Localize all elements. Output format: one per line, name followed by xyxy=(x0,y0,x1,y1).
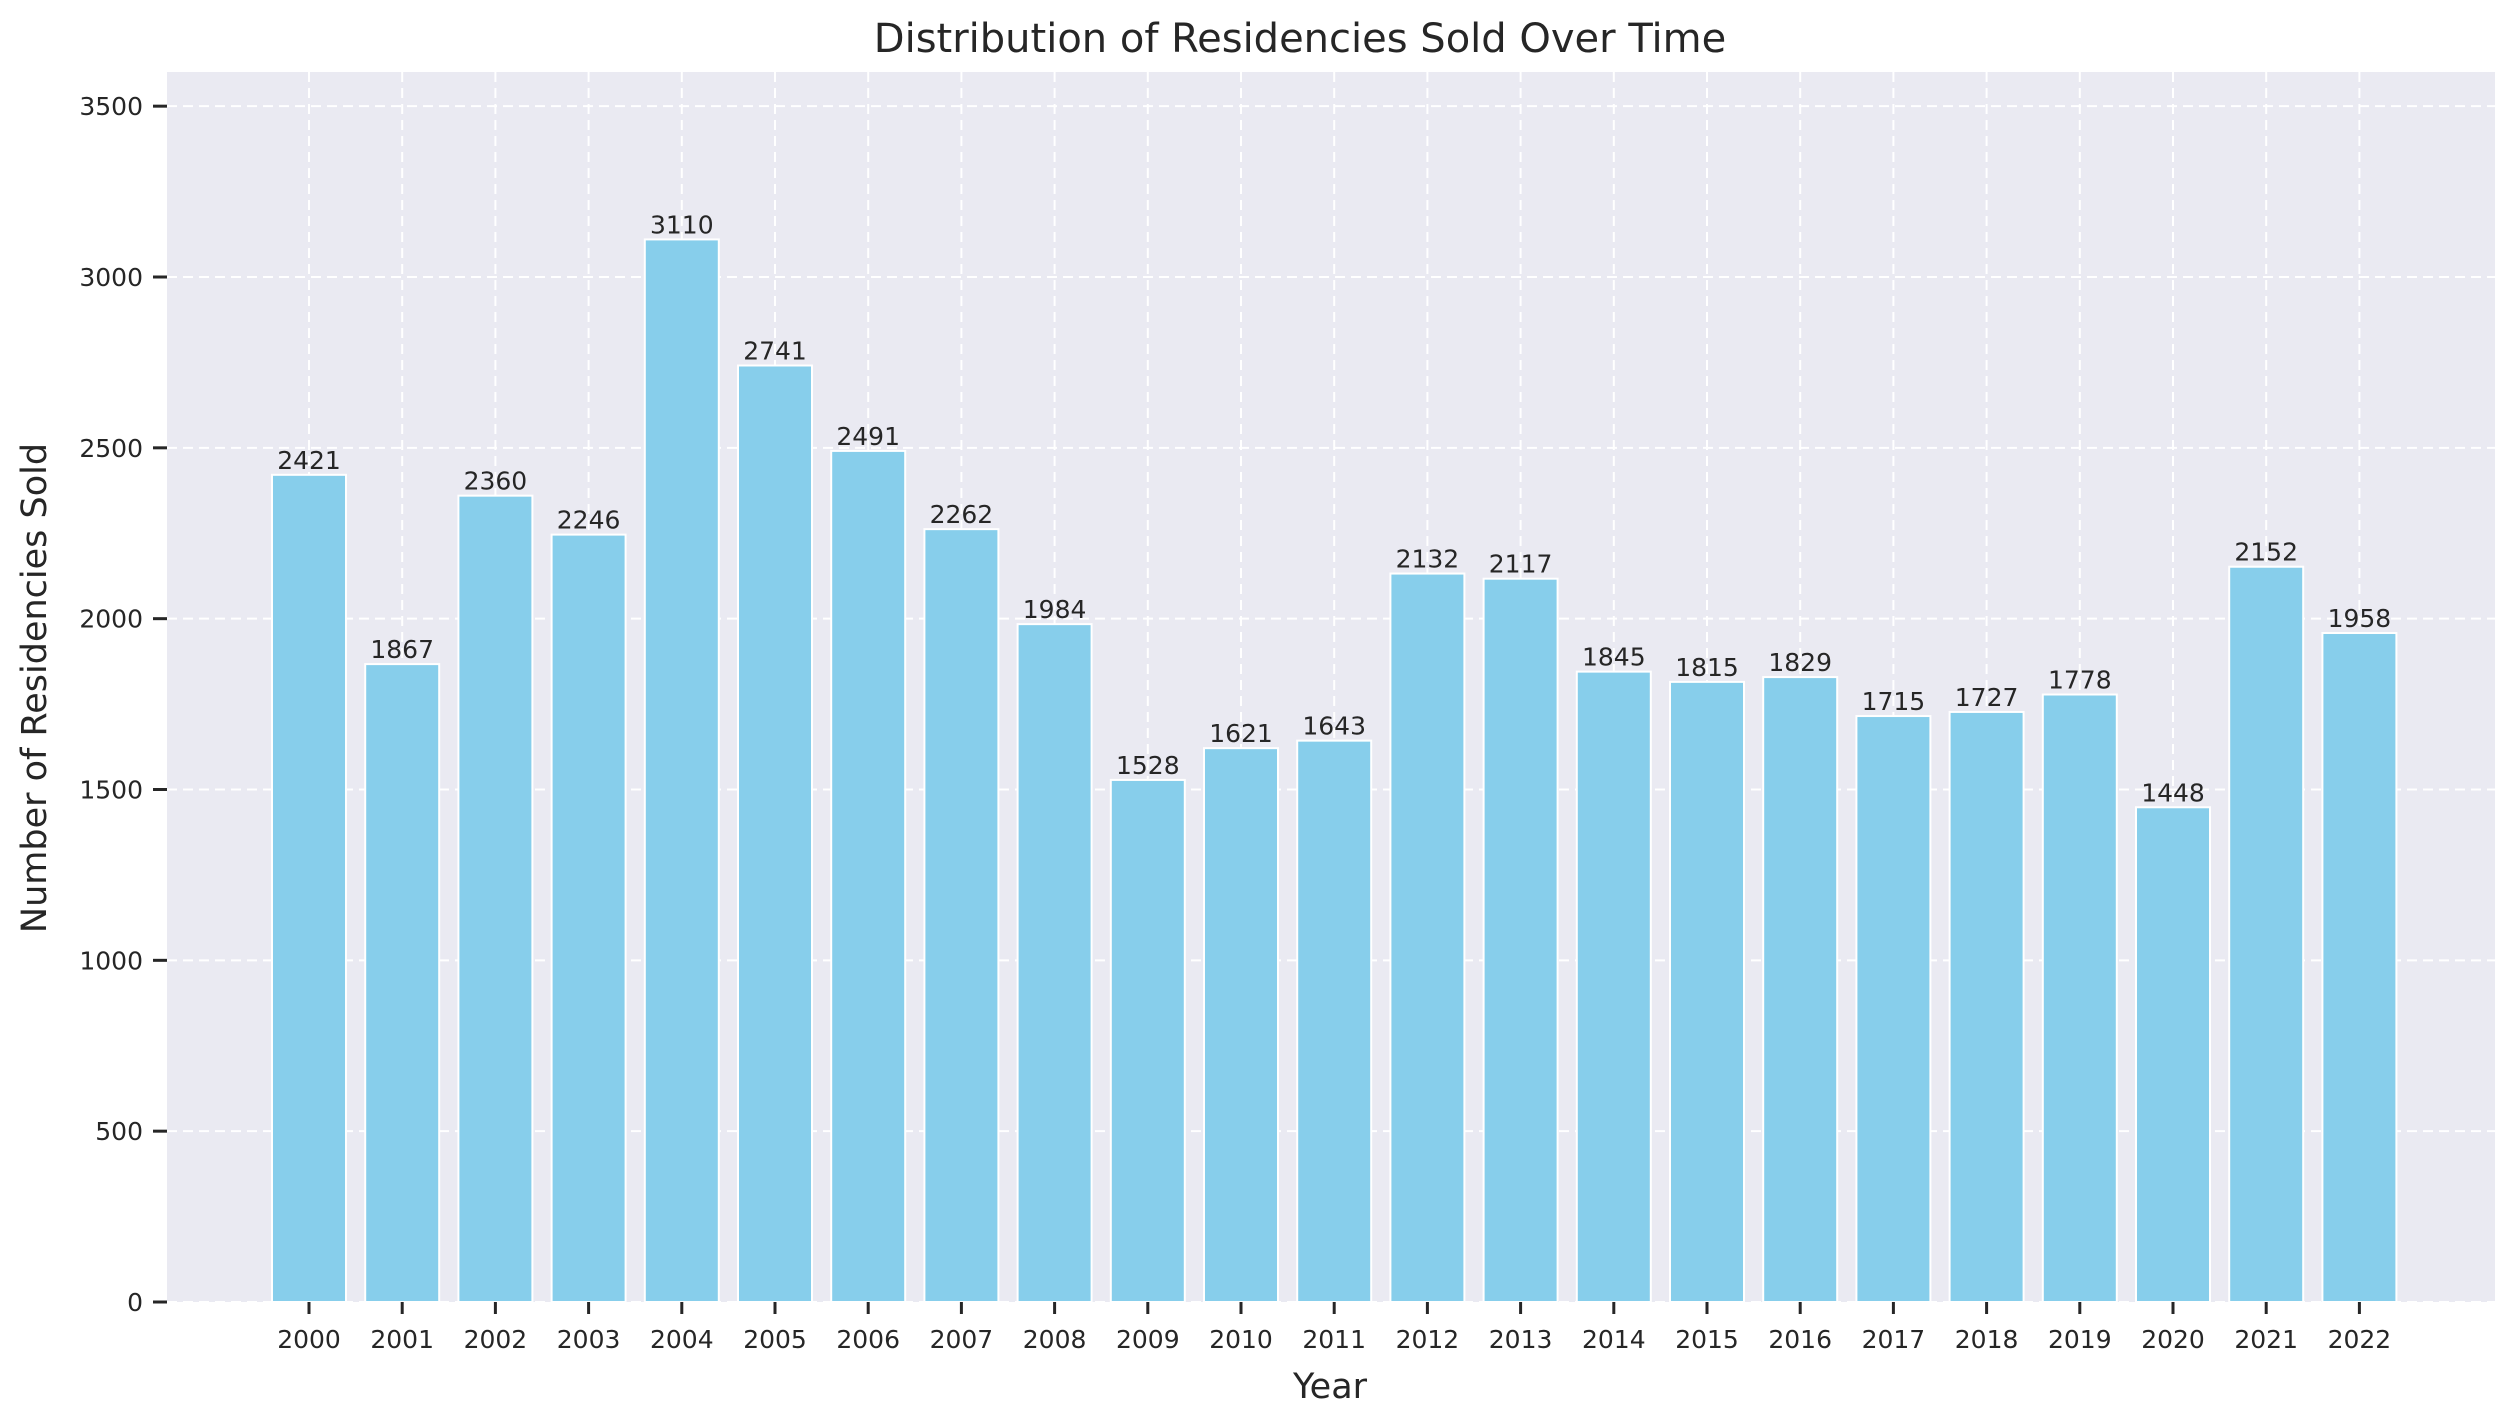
bar-2015 xyxy=(1669,680,1745,1303)
y-tick-label: 0 xyxy=(127,1288,143,1317)
y-tick-label: 2000 xyxy=(79,605,143,634)
x-axis: 2000 2001 2002 2003 2004 2005 2006 2007 2008 2009… xyxy=(277,1302,2391,1354)
data-label-2021: 2152 xyxy=(2234,538,2298,567)
x-tick-label: 2020 xyxy=(2141,1325,2205,1354)
bar-2005 xyxy=(737,364,813,1304)
bar-2002 xyxy=(457,494,534,1303)
x-tick-label: 2011 xyxy=(1302,1325,1366,1354)
y-tick-label: 1500 xyxy=(79,776,143,805)
data-label-2008: 1984 xyxy=(1023,595,1087,624)
bar-2013 xyxy=(1482,577,1559,1303)
data-label-2005: 2741 xyxy=(743,336,807,365)
x-tick-label: 2018 xyxy=(1955,1325,2019,1354)
bar-2012 xyxy=(1389,572,1466,1303)
x-tick-label: 2016 xyxy=(1768,1325,1832,1354)
y-tick-label: 3500 xyxy=(79,92,143,121)
x-tick-label: 2014 xyxy=(1582,1325,1646,1354)
bar-2018 xyxy=(1948,710,2025,1303)
data-label-2004: 3110 xyxy=(650,210,714,239)
bar-2006 xyxy=(830,449,907,1303)
data-label-2019: 1778 xyxy=(2048,666,2112,695)
data-label-2002: 2360 xyxy=(464,467,528,496)
x-tick-label: 2007 xyxy=(930,1325,994,1354)
data-label-2015: 1815 xyxy=(1675,653,1739,682)
bar-2001 xyxy=(364,663,441,1303)
y-axis: 0 500 1000 1500 2000 2500 3000 3500 xyxy=(79,92,167,1317)
x-tick-label: 2001 xyxy=(370,1325,434,1354)
x-tick-label: 2008 xyxy=(1023,1325,1087,1354)
data-label-2010: 1621 xyxy=(1209,719,1273,748)
data-label-2009: 1528 xyxy=(1116,751,1180,780)
bar-2014 xyxy=(1575,670,1652,1303)
bar-2004 xyxy=(643,238,720,1304)
x-tick-label: 2012 xyxy=(1396,1325,1460,1354)
bar-2008 xyxy=(1016,623,1093,1303)
data-label-2006: 2491 xyxy=(836,422,900,451)
data-label-2017: 1715 xyxy=(1862,687,1926,716)
bar-2000 xyxy=(271,473,347,1303)
data-labels: 2421 1867 2360 2246 3110 2741 2491 2262 1984 1528… xyxy=(277,210,2391,807)
data-label-2022: 1958 xyxy=(2328,604,2392,633)
x-tick-label: 2009 xyxy=(1116,1325,1180,1354)
bar-2010 xyxy=(1203,747,1279,1303)
x-tick-label: 2000 xyxy=(277,1325,341,1354)
bars xyxy=(271,238,2398,1304)
bar-2022 xyxy=(2321,632,2398,1303)
bar-2009 xyxy=(1109,778,1186,1303)
data-label-2000: 2421 xyxy=(277,446,341,475)
data-label-2013: 2117 xyxy=(1489,550,1553,579)
x-tick-label: 2017 xyxy=(1862,1325,1926,1354)
x-tick-label: 2022 xyxy=(2328,1325,2392,1354)
x-tick-label: 2015 xyxy=(1675,1325,1739,1354)
data-label-2001: 1867 xyxy=(370,635,434,664)
bar-2007 xyxy=(923,528,1000,1303)
bar-2003 xyxy=(550,533,627,1303)
x-axis-label: Year xyxy=(1292,1367,1368,1407)
x-tick-label: 2021 xyxy=(2234,1325,2298,1354)
data-label-2011: 1643 xyxy=(1302,712,1366,741)
data-label-2018: 1727 xyxy=(1955,683,2019,712)
chart-title: Distribution of Residencies Sold Over Ti… xyxy=(874,16,1726,62)
bar-2017 xyxy=(1855,715,1932,1303)
bar-2019 xyxy=(2041,693,2118,1303)
data-label-2012: 2132 xyxy=(1396,545,1460,574)
data-label-2007: 2262 xyxy=(930,500,994,529)
bar-2021 xyxy=(2228,565,2305,1303)
y-tick-label: 3000 xyxy=(79,263,143,292)
x-tick-label: 2006 xyxy=(836,1325,900,1354)
data-label-2003: 2246 xyxy=(557,506,621,535)
x-tick-label: 2019 xyxy=(2048,1325,2112,1354)
x-tick-label: 2013 xyxy=(1489,1325,1553,1354)
bar-2020 xyxy=(2135,806,2211,1303)
x-tick-label: 2010 xyxy=(1209,1325,1273,1354)
x-tick-label: 2005 xyxy=(743,1325,807,1354)
y-tick-label: 2500 xyxy=(79,434,143,463)
data-label-2014: 1845 xyxy=(1582,643,1646,672)
data-label-2020: 1448 xyxy=(2141,778,2205,807)
x-tick-label: 2004 xyxy=(650,1325,714,1354)
x-tick-label: 2002 xyxy=(464,1325,528,1354)
y-tick-label: 500 xyxy=(95,1117,143,1146)
bar-2016 xyxy=(1762,676,1839,1303)
y-axis-label: Number of Residencies Sold xyxy=(15,443,55,933)
data-label-2016: 1829 xyxy=(1768,648,1832,677)
bar-2011 xyxy=(1296,739,1373,1303)
x-tick-label: 2003 xyxy=(557,1325,621,1354)
y-tick-label: 1000 xyxy=(79,946,143,975)
